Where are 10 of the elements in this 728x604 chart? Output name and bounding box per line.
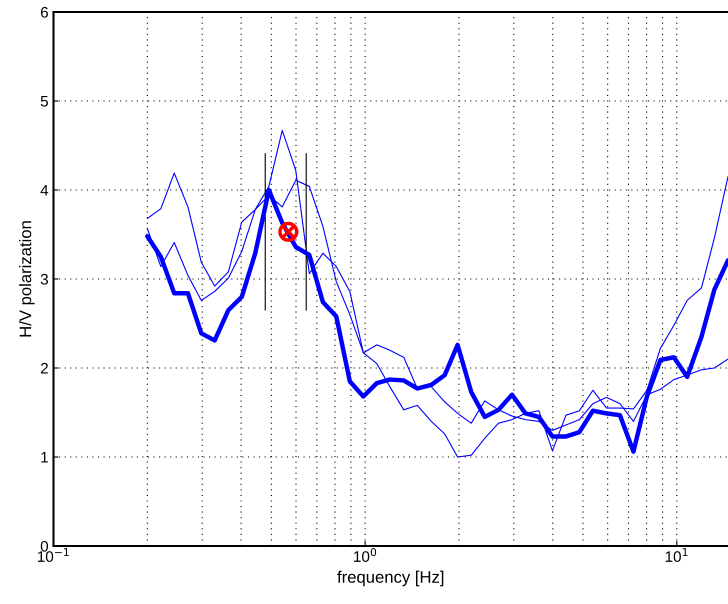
y-tick-label: 2 [40, 362, 48, 374]
y-tick-label: 3 [40, 274, 48, 285]
y-tick-label: 5 [40, 96, 48, 107]
y-tick-label: 1 [41, 452, 48, 463]
y-tick-label: 6 [40, 6, 48, 18]
y-tick-label: 4 [40, 185, 48, 196]
x-tick-label: 10$^{0}$ [354, 548, 376, 562]
x-axis-title: frequency [Hz] [337, 570, 444, 586]
x-tick-label: 10$^{1}$ [666, 548, 688, 562]
y-axis-title: H/V polarization [19, 221, 35, 336]
